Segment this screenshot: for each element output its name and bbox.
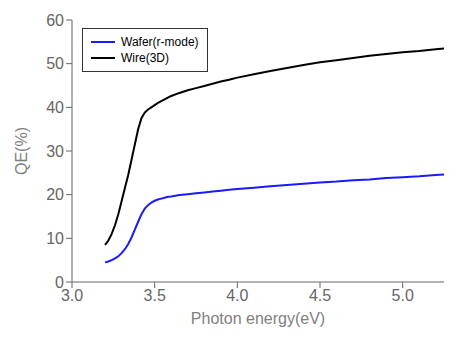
svg-text:30: 30 <box>46 143 64 160</box>
svg-text:20: 20 <box>46 186 64 203</box>
svg-text:3.5: 3.5 <box>144 287 166 304</box>
svg-text:0: 0 <box>55 274 64 291</box>
svg-text:4.0: 4.0 <box>226 287 248 304</box>
svg-text:QE(%): QE(%) <box>13 127 30 175</box>
svg-text:3.0: 3.0 <box>61 287 83 304</box>
svg-text:50: 50 <box>46 55 64 72</box>
html-text:Wafer(r-mode): Wafer(r-mode) <box>121 35 199 49</box>
svg-text:60: 60 <box>46 12 64 29</box>
svg-text:10: 10 <box>46 230 64 247</box>
html-text:Wire(3D): Wire(3D) <box>121 51 169 65</box>
svg-text:5.0: 5.0 <box>392 287 414 304</box>
svg-text:40: 40 <box>46 99 64 116</box>
svg-text:Photon energy(eV): Photon energy(eV) <box>191 310 325 327</box>
svg-text:4.5: 4.5 <box>309 287 331 304</box>
